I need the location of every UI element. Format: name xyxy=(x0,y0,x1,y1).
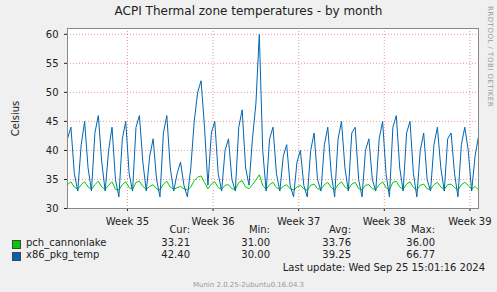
svg-text:Week 37: Week 37 xyxy=(277,216,320,227)
html-text:Munin 2.0.25-2ubuntu0.16.04.3: Munin 2.0.25-2ubuntu0.16.04.3 xyxy=(192,281,304,289)
html-text:ACPI Thermal zone temperatures: ACPI Thermal zone temperatures - by mont… xyxy=(114,4,383,18)
html-text:x86_pkg_temp: x86_pkg_temp xyxy=(26,249,100,260)
html-text:pch_cannonlake: pch_cannonlake xyxy=(26,237,107,248)
svg-text:40: 40 xyxy=(46,145,59,156)
html-text:Avg:: Avg: xyxy=(329,224,351,235)
html-text:36.00: 36.00 xyxy=(406,237,435,248)
svg-text:Week 35: Week 35 xyxy=(106,216,149,227)
html-text:30.00: 30.00 xyxy=(241,249,270,260)
svg-text:30: 30 xyxy=(46,203,59,214)
html-text:33.21: 33.21 xyxy=(161,237,190,248)
svg-text:45: 45 xyxy=(46,116,59,127)
html-text:Min:: Min: xyxy=(248,224,270,235)
svg-text:50: 50 xyxy=(46,87,59,98)
html-text:66.77: 66.77 xyxy=(406,249,435,260)
html-text:39.25: 39.25 xyxy=(322,249,351,260)
svg-text:Week 39: Week 39 xyxy=(448,216,491,227)
svg-text:Week 36: Week 36 xyxy=(191,216,234,227)
svg-text:35: 35 xyxy=(46,174,59,185)
html-text:Last update: Wed Sep 25 15:01:: Last update: Wed Sep 25 15:01:16 2024 xyxy=(282,262,485,273)
svg-text:Celsius: Celsius xyxy=(10,101,21,136)
html-text:31.00: 31.00 xyxy=(241,237,270,248)
svg-text:55: 55 xyxy=(46,58,59,69)
html-text:Max:: Max: xyxy=(411,224,435,235)
html-text:Cur:: Cur: xyxy=(169,224,190,235)
svg-text:60: 60 xyxy=(46,29,59,40)
html-text:RRDTOOL / TOBI OETIKER: RRDTOOL / TOBI OETIKER xyxy=(486,6,494,108)
svg-text:Week 38: Week 38 xyxy=(363,216,406,227)
html-text:42.40: 42.40 xyxy=(161,249,190,260)
html-text:33.76: 33.76 xyxy=(322,237,351,248)
